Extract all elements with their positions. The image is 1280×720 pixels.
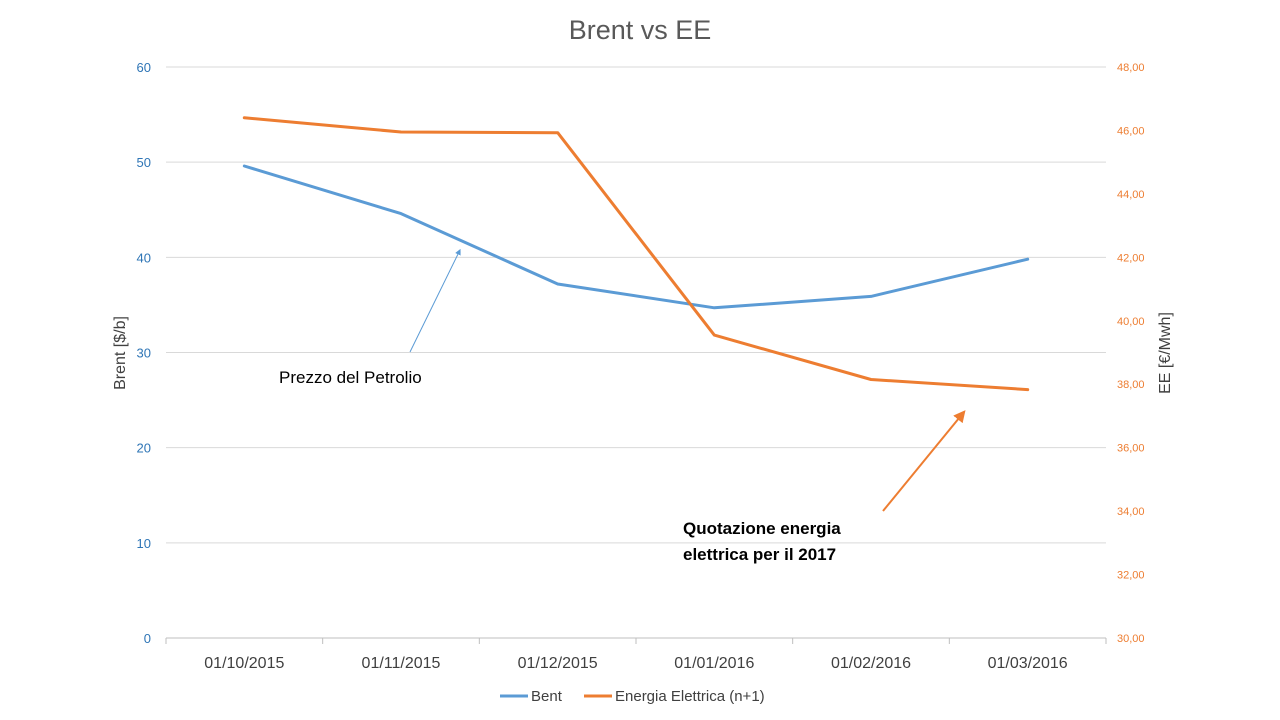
- annotation-line: Quotazione energia: [683, 519, 841, 538]
- x-tick-label: 01/12/2015: [518, 655, 598, 672]
- legend-label: Bent: [531, 688, 563, 705]
- y-right-tick-label: 44,00: [1117, 189, 1145, 201]
- tick-labels: 0 10 20 30 40 50 60 30,00 32,00 34,00 36,00 38,00 40…: [137, 60, 1145, 672]
- y-right-tick-label: 46,00: [1117, 125, 1145, 137]
- annotation-line: elettrica per il 2017: [683, 545, 836, 564]
- y-right-tick-label: 48,00: [1117, 62, 1145, 74]
- y-right-tick-label: 40,00: [1117, 316, 1145, 328]
- y-left-tick-label: 40: [137, 250, 151, 265]
- y-left-tick-label: 20: [137, 441, 151, 456]
- y-right-tick-label: 38,00: [1117, 379, 1145, 391]
- legend: Bent Energia Elettrica (n+1): [500, 688, 765, 705]
- y-left-tick-label: 50: [137, 155, 151, 170]
- x-tick-label: 01/10/2015: [204, 655, 284, 672]
- axes: [165, 637, 1107, 644]
- series-lines: [242, 116, 1030, 392]
- gridlines: [166, 66, 1106, 544]
- y-left-tick-label: 30: [137, 346, 151, 361]
- y-right-tick-label: 42,00: [1117, 252, 1145, 264]
- y-left-tick-label: 0: [144, 631, 151, 646]
- annotation-text-petrolio: Prezzo del Petrolio: [279, 368, 422, 387]
- annotation-text-energia: Quotazione energia elettrica per il 2017: [683, 519, 841, 564]
- annotation-arrow-energia: [882, 410, 966, 512]
- x-tick-label: 01/01/2016: [674, 655, 754, 672]
- legend-label: Energia Elettrica (n+1): [615, 688, 765, 705]
- series-line-bent: [242, 164, 1030, 310]
- y-right-tick-label: 30,00: [1117, 633, 1145, 645]
- y-left-tick-label: 60: [137, 60, 151, 75]
- x-tick-label: 01/11/2015: [362, 655, 441, 672]
- y-axis-left-title: Brent [$/b]: [112, 316, 129, 390]
- y-right-tick-label: 36,00: [1117, 443, 1145, 455]
- y-left-tick-label: 10: [137, 536, 151, 551]
- y-right-tick-label: 34,00: [1117, 506, 1145, 518]
- y-axis-right-title: EE [€/Mwh]: [1157, 312, 1174, 394]
- annotation-arrow-petrolio: [409, 248, 461, 353]
- chart-title: Brent vs EE: [569, 15, 712, 45]
- x-tick-label: 01/02/2016: [831, 655, 911, 672]
- x-tick-label: 01/03/2016: [988, 655, 1068, 672]
- annotation-line: Prezzo del Petrolio: [279, 368, 422, 387]
- series-line-energia-elettrica: [242, 116, 1030, 392]
- annotations: Prezzo del Petrolio Quotazione energia ele…: [279, 248, 966, 564]
- y-right-tick-label: 32,00: [1117, 570, 1145, 582]
